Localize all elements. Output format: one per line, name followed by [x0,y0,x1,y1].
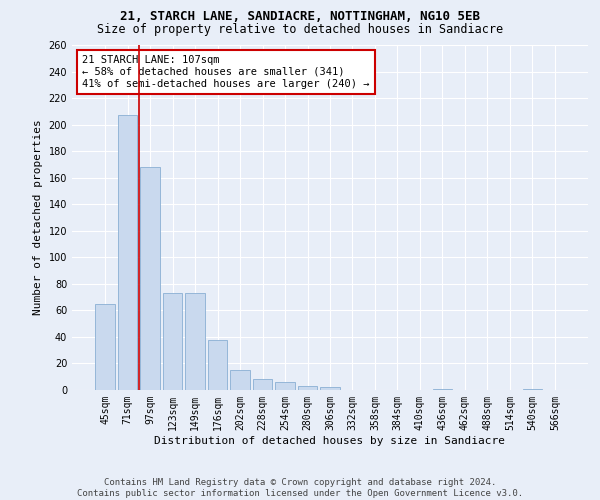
Bar [208,340,227,390]
Bar [185,293,205,390]
Text: Size of property relative to detached houses in Sandiacre: Size of property relative to detached ho… [97,22,503,36]
Bar [253,380,272,390]
Bar [320,388,340,390]
Bar [433,388,452,390]
Bar [275,382,295,390]
Bar [140,167,160,390]
Bar [230,370,250,390]
Bar [118,116,137,390]
X-axis label: Distribution of detached houses by size in Sandiacre: Distribution of detached houses by size … [155,436,505,446]
Text: Contains HM Land Registry data © Crown copyright and database right 2024.
Contai: Contains HM Land Registry data © Crown c… [77,478,523,498]
Bar [163,293,182,390]
Text: 21 STARCH LANE: 107sqm
← 58% of detached houses are smaller (341)
41% of semi-de: 21 STARCH LANE: 107sqm ← 58% of detached… [82,56,370,88]
Bar [95,304,115,390]
Text: 21, STARCH LANE, SANDIACRE, NOTTINGHAM, NG10 5EB: 21, STARCH LANE, SANDIACRE, NOTTINGHAM, … [120,10,480,23]
Y-axis label: Number of detached properties: Number of detached properties [33,120,43,316]
Bar [523,388,542,390]
Bar [298,386,317,390]
